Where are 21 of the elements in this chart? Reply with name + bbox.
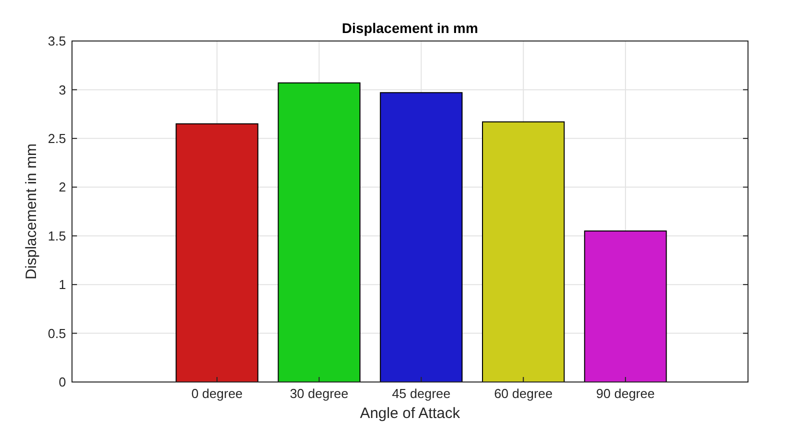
- bar: [278, 82, 360, 382]
- chart-title: Displacement in mm: [342, 20, 478, 36]
- x-tick-label: 60 degree: [494, 386, 553, 401]
- x-tick-label: 45 degree: [392, 386, 451, 401]
- y-tick-label: 3: [58, 82, 66, 98]
- y-tick-label: 2: [58, 180, 66, 195]
- y-tick-label: 2.5: [48, 130, 66, 146]
- x-tick-label: 90 degree: [596, 386, 655, 401]
- y-tick-label: 0.5: [48, 326, 66, 341]
- x-axis-title: Angle of Attack: [360, 405, 461, 422]
- x-tick-label: 30 degree: [290, 386, 348, 401]
- y-tick-label: 1.5: [48, 228, 66, 244]
- y-tick-label: 3.5: [48, 34, 66, 49]
- y-tick-label: 1: [58, 277, 66, 292]
- y-axis-title: Displacement in mm: [23, 144, 40, 280]
- x-tick-label: 0 degree: [191, 386, 243, 401]
- bar: [380, 92, 463, 382]
- y-tick-label: 0: [58, 374, 66, 390]
- bar: [482, 121, 565, 382]
- bar: [176, 123, 258, 382]
- bar: [584, 230, 667, 382]
